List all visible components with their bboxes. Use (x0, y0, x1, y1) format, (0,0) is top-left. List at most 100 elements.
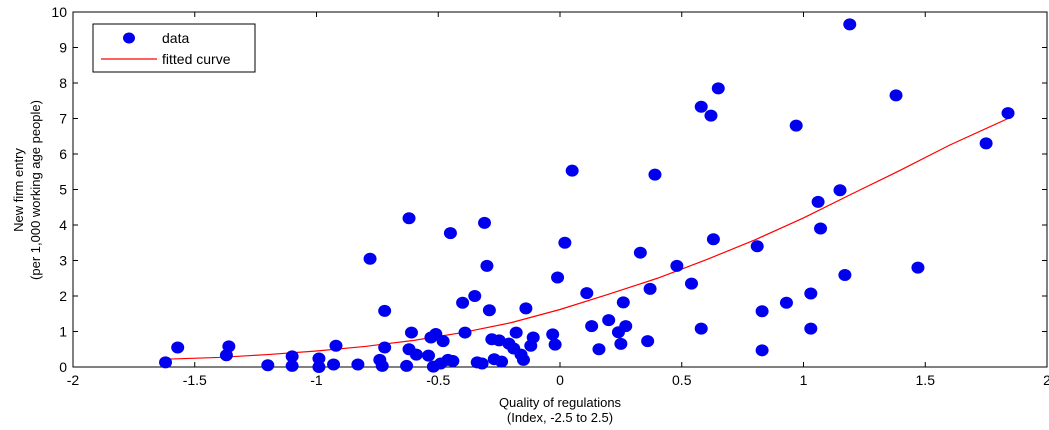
data-point (804, 322, 818, 335)
data-point (400, 359, 414, 372)
data-point (911, 261, 925, 274)
data-point (171, 341, 185, 354)
data-point (804, 287, 818, 300)
data-point (482, 304, 496, 317)
y-tick-label: 10 (51, 4, 67, 20)
data-point (456, 296, 470, 309)
y-tick-label: 6 (59, 146, 67, 162)
data-point (378, 341, 392, 354)
data-point (312, 352, 326, 365)
data-point (704, 109, 718, 122)
data-point (285, 350, 299, 363)
data-point (519, 302, 533, 315)
data-point (755, 344, 769, 357)
data-point (558, 236, 572, 249)
data-point (694, 322, 708, 335)
data-point (619, 320, 633, 333)
data-point (378, 304, 392, 317)
data-point (363, 252, 377, 265)
data-point (684, 277, 698, 290)
fitted-curve-line (165, 117, 1009, 360)
data-point (375, 359, 389, 372)
legend-fitted-curve-label: fitted curve (162, 51, 231, 67)
x-tick-label: 0.5 (672, 372, 692, 388)
data-point (602, 314, 616, 327)
data-point (495, 355, 509, 368)
data-point (843, 18, 857, 31)
legend-box (92, 23, 256, 73)
data-point (565, 164, 579, 177)
y-tick-label: 7 (59, 111, 67, 127)
y-tick-label: 4 (59, 217, 67, 233)
data-point (546, 328, 560, 341)
data-point (261, 359, 275, 372)
data-point (446, 354, 460, 367)
data-point (779, 296, 793, 309)
data-point (838, 269, 852, 282)
data-point (285, 359, 299, 372)
data-point (443, 227, 457, 240)
y-tick-label: 8 (59, 75, 67, 91)
data-point (468, 290, 482, 302)
data-point (516, 353, 530, 366)
x-tick-label: 1.5 (916, 372, 936, 388)
data-point (422, 349, 436, 362)
data-point (833, 184, 847, 197)
y-axis-label-line2: (per 1,000 working age people) (28, 100, 43, 280)
x-axis-label-line2: (Index, -2.5 to 2.5) (507, 410, 613, 425)
data-point (643, 282, 657, 295)
data-point (404, 326, 418, 339)
y-tick-label: 1 (59, 324, 67, 340)
data-point (480, 259, 494, 272)
data-point (755, 305, 769, 318)
data-point (580, 287, 594, 300)
x-tick-label: 2 (1043, 372, 1049, 388)
y-tick-label: 9 (59, 40, 67, 56)
y-tick-label: 5 (59, 182, 67, 198)
data-point (750, 240, 764, 253)
data-point (222, 340, 236, 353)
y-axis-label-line1: New firm entry (11, 148, 26, 232)
x-axis: -2 -1.5 -1 -0.5 0 0.5 1 1.5 2 (67, 12, 1049, 388)
data-point (458, 326, 472, 339)
data-point (670, 259, 684, 272)
y-tick-label: 3 (59, 253, 67, 269)
data-point (327, 358, 341, 371)
data-point (633, 246, 647, 259)
x-tick-label: -0.5 (426, 372, 450, 388)
x-tick-label: 1 (800, 372, 808, 388)
data-point (409, 348, 423, 361)
y-tick-label: 0 (59, 359, 67, 375)
data-point (329, 339, 343, 352)
data-point (351, 358, 365, 371)
data-point (548, 338, 562, 351)
x-tick-label: -1.5 (183, 372, 207, 388)
data-point (509, 326, 523, 339)
data-point (526, 331, 540, 344)
data-point (641, 335, 655, 348)
data-point (648, 168, 662, 181)
data-point (551, 271, 565, 284)
x-tick-label: -1 (310, 372, 323, 388)
data-point (789, 119, 803, 132)
x-tick-label: 0 (556, 372, 564, 388)
data-points (159, 18, 1015, 373)
data-point (402, 212, 416, 225)
data-point (694, 100, 708, 113)
y-axis: 0 1 2 3 4 5 6 7 8 9 10 (51, 4, 1047, 375)
legend-data-marker (123, 32, 135, 44)
data-point (814, 222, 828, 235)
legend: data fitted curve (92, 23, 256, 73)
data-point (478, 216, 492, 229)
data-point (592, 343, 606, 356)
x-axis-label-line1: Quality of regulations (499, 395, 622, 410)
data-point (811, 195, 825, 208)
data-point (1001, 107, 1015, 120)
data-point (979, 137, 993, 150)
data-point (616, 296, 630, 309)
data-point (614, 337, 628, 350)
data-point (475, 357, 489, 370)
data-point (711, 82, 725, 95)
data-point (436, 335, 450, 348)
